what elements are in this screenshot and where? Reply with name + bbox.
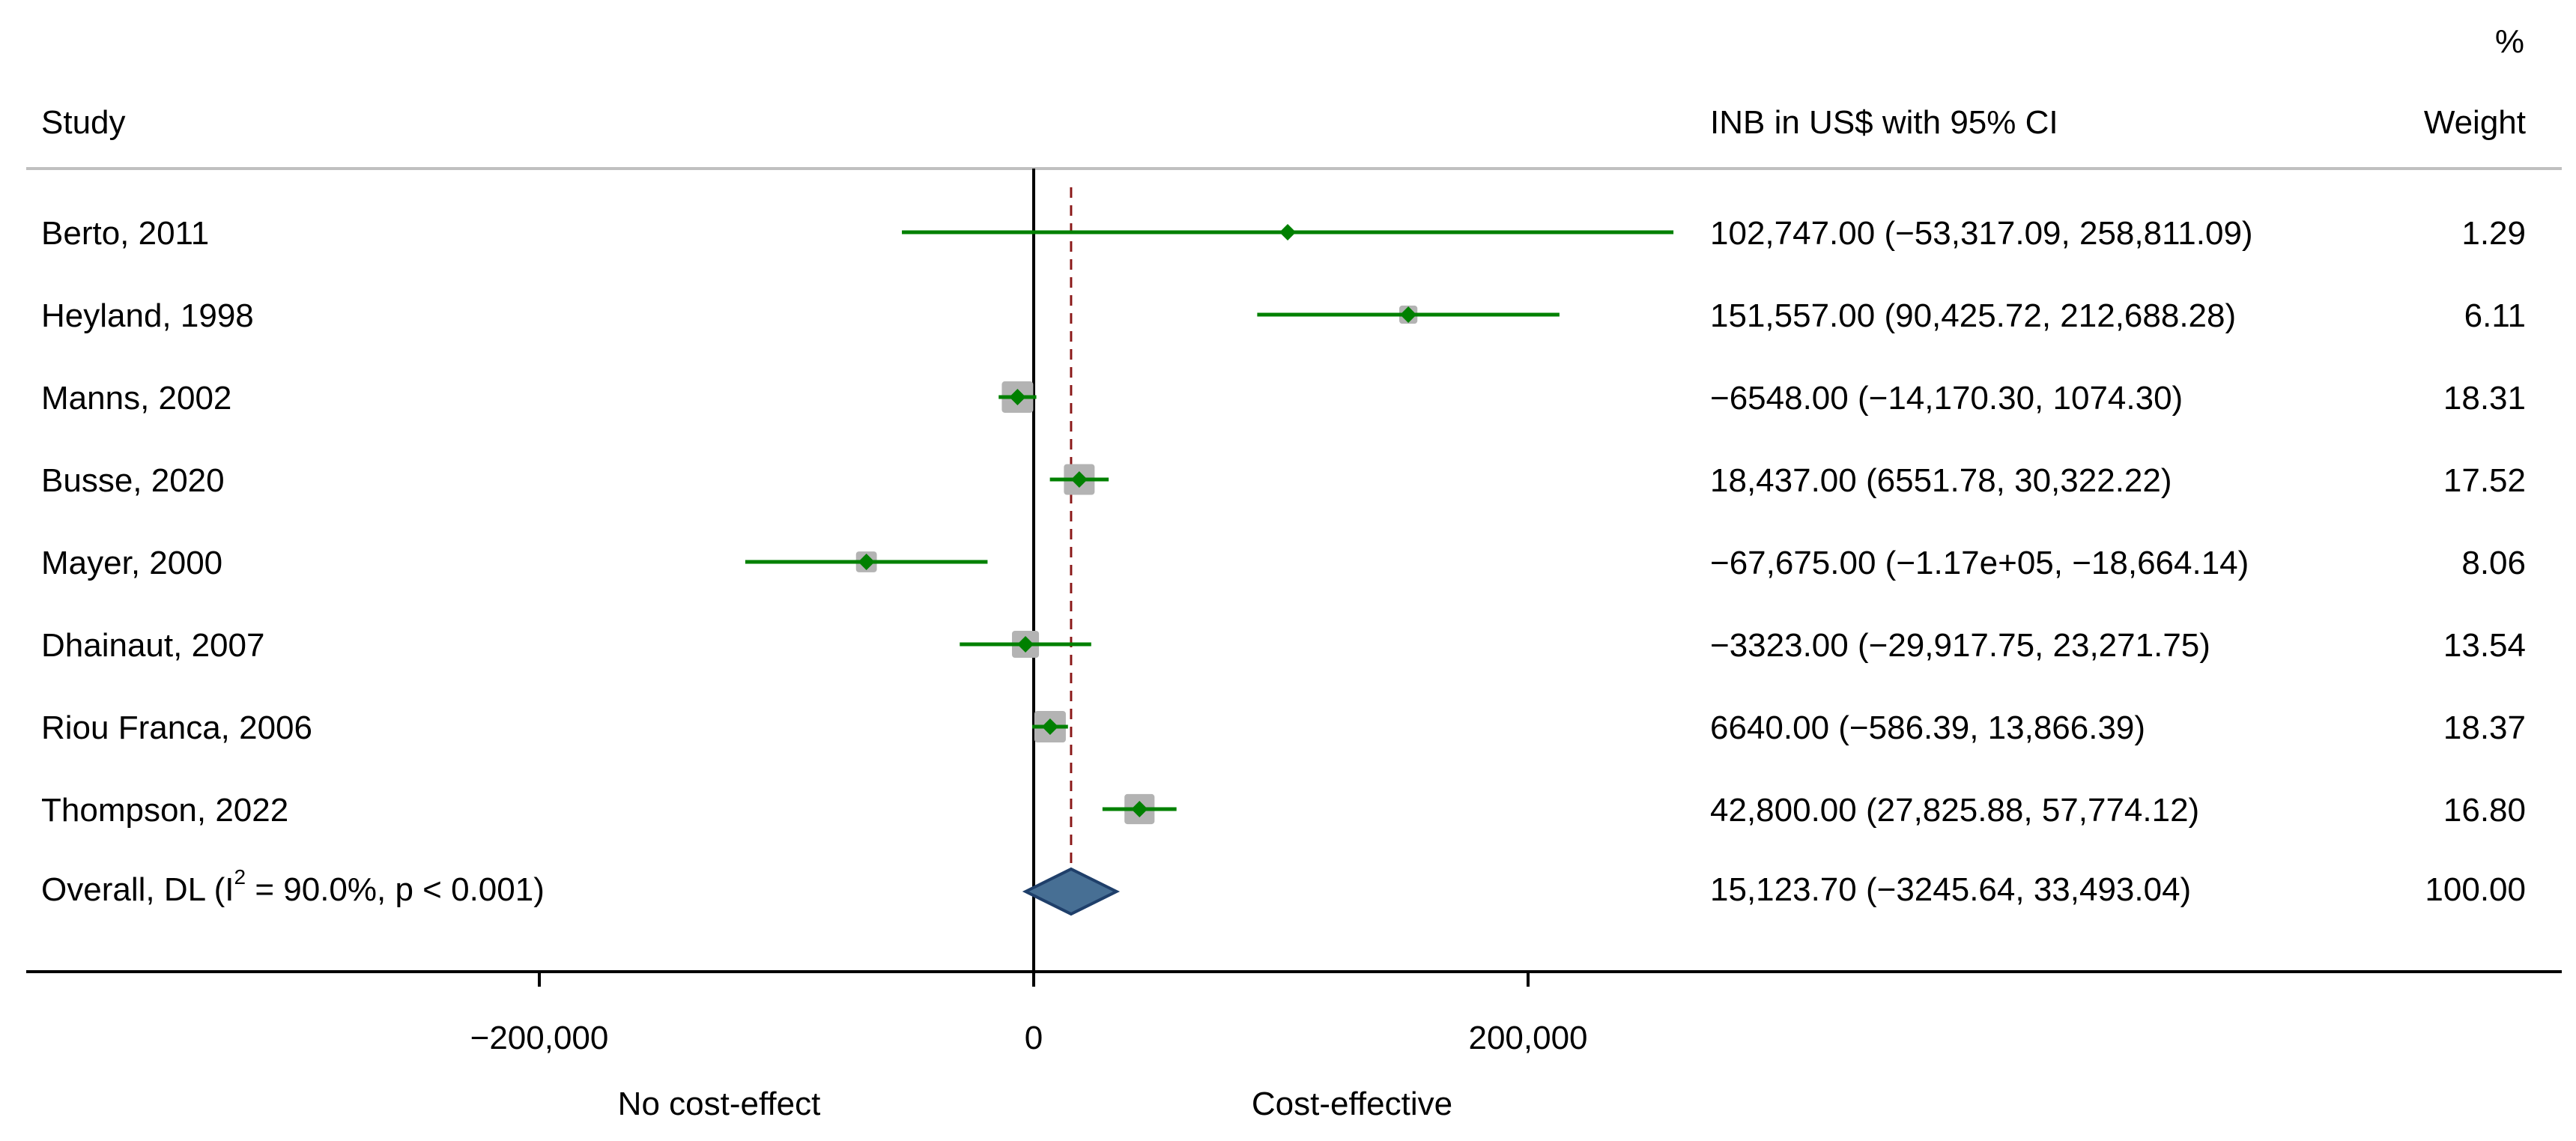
- study-weight: 13.54: [2443, 627, 2526, 664]
- study-ci-text: 6640.00 (−586.39, 13,866.39): [1710, 709, 2145, 746]
- x-axis-tick-label: 0: [1025, 1020, 1043, 1056]
- weight-percent-header: %: [2495, 23, 2524, 60]
- study-label: Busse, 2020: [41, 462, 225, 499]
- study-weight: 6.11: [2464, 297, 2526, 334]
- study-label: Mayer, 2000: [41, 545, 222, 581]
- study-column-header: Study: [41, 104, 126, 141]
- study-ci-text: 151,557.00 (90,425.72, 212,688.28): [1710, 297, 2236, 334]
- overall-diamond: [1022, 867, 1121, 916]
- plot-area: Berto, 2011 102,747.00 (−53,317.09, 258,8…: [41, 169, 2526, 972]
- study-ci-text: 18,437.00 (6551.78, 30,322.22): [1710, 462, 2172, 499]
- x-axis: −200,000 0 200,000: [470, 972, 1588, 1056]
- overall-label-post: = 90.0%, p < 0.001): [246, 871, 545, 908]
- study-label: Dhainaut, 2007: [41, 627, 264, 664]
- study-label: Manns, 2002: [41, 380, 231, 417]
- overall-label-sup: 2: [234, 865, 246, 889]
- study-ci-text: 42,800.00 (27,825.88, 57,774.12): [1710, 792, 2199, 829]
- study-ci-text: 102,747.00 (−53,317.09, 258,811.09): [1710, 215, 2253, 252]
- study-point-estimate: [1041, 718, 1058, 735]
- x-axis-tick-label: −200,000: [470, 1020, 609, 1056]
- study-weight: 1.29: [2461, 215, 2526, 252]
- overall-weight: 100.00: [2425, 871, 2526, 908]
- study-point-estimate: [1009, 389, 1026, 405]
- study-point-estimate: [1279, 224, 1297, 240]
- study-label: Riou Franca, 2006: [41, 709, 312, 746]
- study-weight: 16.80: [2443, 792, 2526, 829]
- weight-column-header: Weight: [2424, 104, 2526, 141]
- effect-column-header: INB in US$ with 95% CI: [1710, 104, 2058, 141]
- study-label: Heyland, 1998: [41, 297, 254, 334]
- study-weight: 18.37: [2443, 709, 2526, 746]
- study-label: Berto, 2011: [41, 215, 209, 252]
- x-axis-tick-label: 200,000: [1468, 1020, 1587, 1056]
- overall-label-pre: Overall, DL (I: [41, 871, 234, 908]
- x-axis-left-label: No cost-effect: [618, 1086, 821, 1122]
- study-label: Thompson, 2022: [41, 792, 288, 829]
- x-axis-right-label: Cost-effective: [1252, 1086, 1452, 1122]
- study-point-estimate: [1400, 306, 1417, 323]
- study-weight: 8.06: [2461, 545, 2526, 581]
- study-ci-text: −3323.00 (−29,917.75, 23,271.75): [1710, 627, 2210, 664]
- study-ci-text: −6548.00 (−14,170.30, 1074.30): [1710, 380, 2183, 417]
- overall-ci-text: 15,123.70 (−3245.64, 33,493.04): [1710, 871, 2191, 908]
- study-weight: 17.52: [2443, 462, 2526, 499]
- study-ci-text: −67,675.00 (−1.17e+05, −18,664.14): [1710, 545, 2249, 581]
- study-weight: 18.31: [2443, 380, 2526, 417]
- study-point-estimate: [1017, 636, 1034, 653]
- study-point-estimate: [858, 554, 875, 570]
- overall-label: Overall, DL (I2 = 90.0%, p < 0.001): [41, 865, 545, 908]
- study-point-estimate: [1070, 471, 1088, 488]
- study-point-estimate: [1131, 801, 1148, 817]
